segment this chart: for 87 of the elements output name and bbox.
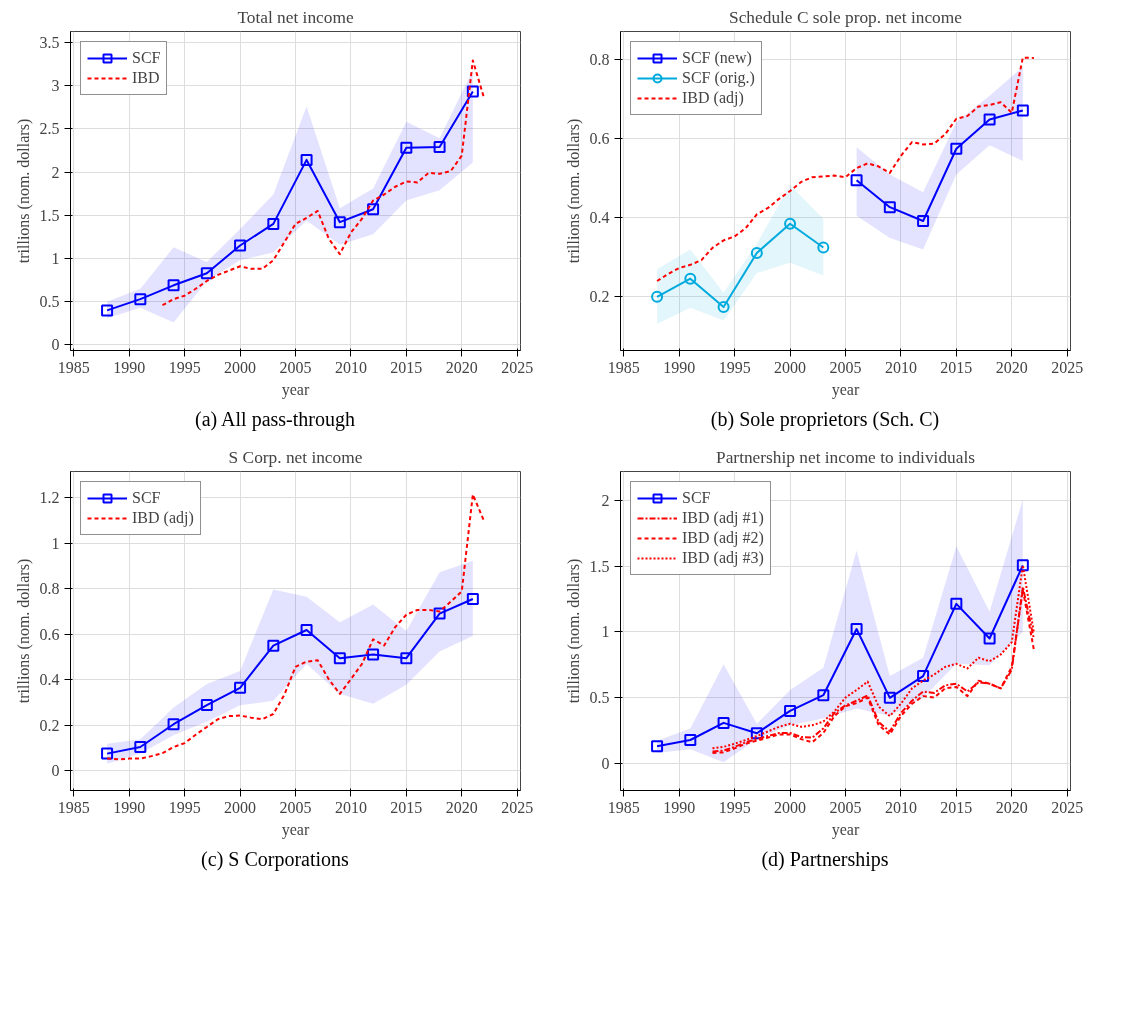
x-tick-label: 2015 [940,798,973,816]
x-tick-label: 2000 [774,358,807,376]
legend-label: IBD (adj) [132,509,194,527]
x-tick-label: 2025 [501,798,534,816]
y-tick-label: 3 [51,77,60,95]
y-tick-label: 0 [601,755,610,773]
x-tick-label: 2000 [774,798,807,816]
x-tick-label: 2000 [224,358,257,376]
y-tick-label: 0.5 [39,293,60,311]
text: (d) Partnerships [761,847,889,873]
chart-title: Schedule C sole prop. net income [729,7,963,27]
chart-title: Partnership net income to individuals [716,447,976,467]
text: (c) S Corporations [201,847,349,873]
x-tick-label: 2025 [1051,358,1084,376]
chart-title: Total net income [237,7,354,27]
y-tick-label: 0.6 [589,130,610,148]
text: (b) Sole proprietors (Sch. C) [710,407,940,433]
x-tick-label: 2010 [884,358,917,376]
x-tick-label: 2020 [445,358,478,376]
x-tick-label: 1995 [718,798,751,816]
x-tick-label: 2005 [829,798,862,816]
y-axis-title: trillions (nom. dollars) [14,558,33,704]
x-tick-label: 1985 [607,798,640,816]
x-axis-title: year [281,820,310,839]
x-tick-label: 1985 [57,798,90,816]
legend-label: SCF (orig.) [682,69,755,87]
legend-label: IBD (adj) [682,89,744,107]
legend-label: SCF [682,489,711,507]
y-axis-title: trillions (nom. dollars) [564,118,583,264]
y-tick-label: 0.5 [589,689,610,707]
x-axis-title: year [831,820,860,839]
x-tick-label: 2010 [884,798,917,816]
x-tick-label: 2025 [501,358,534,376]
x-tick-label: 1990 [663,358,696,376]
text: (a) All pass-through [195,407,355,433]
y-tick-label: 0.2 [39,716,60,734]
legend-label: SCF (new) [682,49,752,67]
y-tick-label: 0 [51,762,60,780]
x-tick-label: 2010 [334,358,367,376]
x-tick-label: 1995 [168,358,201,376]
y-tick-label: 1.5 [589,557,610,575]
y-tick-label: 0.8 [39,580,60,598]
x-tick-label: 2005 [279,358,312,376]
y-tick-label: 1 [601,623,610,641]
y-tick-label: 1.2 [39,489,60,507]
legend-label: IBD (adj #2) [682,529,764,547]
y-tick-label: 1 [51,249,60,267]
y-tick-label: 0.4 [39,671,60,689]
legend-label: IBD (adj #1) [682,509,764,527]
legend-label: IBD (adj #3) [682,549,764,567]
x-tick-label: 1990 [113,798,146,816]
x-tick-label: 2010 [334,798,367,816]
legend-label: SCF [132,489,161,507]
x-tick-label: 2020 [995,798,1028,816]
y-tick-label: 0.4 [589,209,610,227]
x-tick-label: 2015 [390,798,423,816]
x-tick-label: 2000 [224,798,257,816]
legend-label: IBD [132,69,160,87]
y-tick-label: 2 [601,491,610,509]
x-tick-label: 1985 [57,358,90,376]
y-axis-title: trillions (nom. dollars) [564,558,583,704]
x-tick-label: 2020 [995,358,1028,376]
x-axis-title: year [281,380,310,399]
y-tick-label: 0.8 [589,51,610,69]
legend-label: SCF [132,49,161,67]
y-tick-label: 1 [51,534,60,552]
x-tick-label: 1990 [113,358,146,376]
x-tick-label: 2005 [279,798,312,816]
chart-title: S Corp. net income [228,447,363,467]
y-tick-label: 3.5 [39,33,60,51]
y-tick-label: 0 [51,336,60,354]
y-tick-label: 2.5 [39,120,60,138]
x-tick-label: 2005 [829,358,862,376]
x-tick-label: 2015 [390,358,423,376]
x-tick-label: 1995 [168,798,201,816]
x-axis-title: year [831,380,860,399]
y-tick-label: 1.5 [39,206,60,224]
x-tick-label: 1995 [718,358,751,376]
x-tick-label: 2020 [445,798,478,816]
y-tick-label: 0.2 [589,288,610,306]
x-tick-label: 2015 [940,358,973,376]
y-tick-label: 0.6 [39,625,60,643]
x-tick-label: 2025 [1051,798,1084,816]
y-tick-label: 2 [51,163,60,181]
x-tick-label: 1990 [663,798,696,816]
x-tick-label: 1985 [607,358,640,376]
y-axis-title: trillions (nom. dollars) [14,118,33,264]
